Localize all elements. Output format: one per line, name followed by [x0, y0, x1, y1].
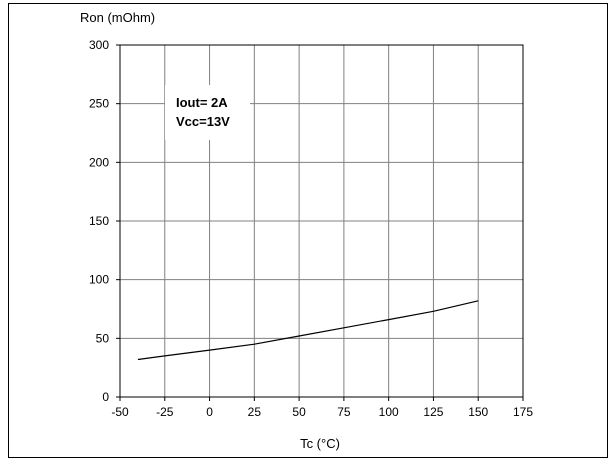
y-tick-label: 50 — [96, 331, 110, 345]
annotation-current: Iout= 2A — [176, 95, 228, 110]
x-tick-label: 150 — [468, 405, 488, 419]
x-tick-label: 100 — [379, 405, 399, 419]
x-tick-label: 75 — [337, 405, 351, 419]
series-group — [137, 300, 479, 361]
y-tick-label: 150 — [89, 214, 109, 228]
y-tick-label: 0 — [102, 390, 109, 404]
y-tick-label: 250 — [89, 97, 109, 111]
grid — [116, 44, 524, 401]
x-tick-label: 125 — [423, 405, 443, 419]
annotation-voltage: Vcc=13V — [176, 114, 230, 129]
x-tick-label: 175 — [513, 405, 533, 419]
x-tick-label: -25 — [156, 405, 174, 419]
y-tick-label: 200 — [89, 155, 109, 169]
annotation-background — [165, 85, 250, 140]
annotation-box: Iout= 2A Vcc=13V — [165, 85, 250, 140]
tick-labels: -50 -25 0 25 50 75 100 125 150 175 0 50 100 150 200 250… — [89, 38, 533, 419]
series-line-ron — [137, 300, 479, 361]
x-axis-label: Tc (°C) — [300, 436, 340, 451]
x-tick-label: 25 — [248, 405, 262, 419]
chart-frame — [8, 3, 608, 458]
x-tick-label: -50 — [111, 405, 129, 419]
y-tick-label: 300 — [89, 38, 109, 52]
x-tick-label: 50 — [292, 405, 306, 419]
x-tick-label: 0 — [206, 405, 213, 419]
y-tick-label: 100 — [89, 273, 109, 287]
plot-area-border — [119, 44, 524, 398]
y-axis-label: Ron (mOhm) — [80, 10, 155, 25]
